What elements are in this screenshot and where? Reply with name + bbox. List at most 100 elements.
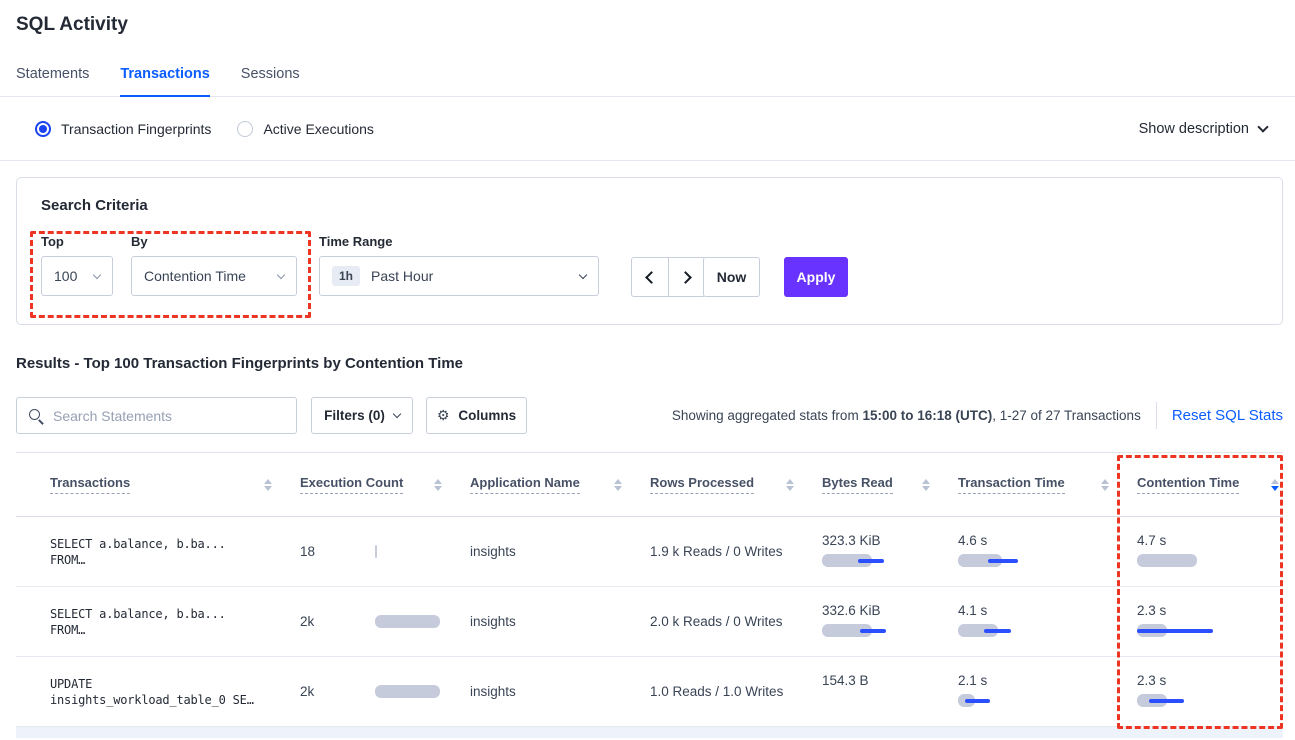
contention-time-bar bbox=[1137, 554, 1217, 567]
radio-icon[interactable] bbox=[237, 120, 254, 137]
sort-icon[interactable] bbox=[1101, 478, 1109, 491]
bytes-read-value: 332.6 KiB bbox=[822, 603, 881, 618]
column-header-label[interactable]: Transactions bbox=[50, 475, 131, 494]
application-name-cell: insights bbox=[470, 517, 650, 586]
view-toggle-group: Transaction Fingerprints Active Executio… bbox=[35, 120, 374, 137]
column-header-label[interactable]: Transaction Time bbox=[958, 475, 1065, 494]
transaction-time-cell: 4.1 s bbox=[958, 587, 1137, 656]
by-select[interactable]: Contention Time bbox=[131, 256, 297, 296]
sort-icon[interactable] bbox=[264, 478, 272, 491]
now-button[interactable]: Now bbox=[703, 257, 760, 297]
results-controls-row: Filters (0) ⚙ Columns Showing aggregated… bbox=[16, 397, 1283, 434]
contention-time-bar bbox=[1137, 624, 1217, 637]
rows-processed-value: 1.0 Reads / 1.0 Writes bbox=[650, 684, 784, 699]
sort-icon[interactable] bbox=[434, 478, 442, 491]
execution-count-bar bbox=[375, 615, 440, 628]
query-line: insights_workload_table_0 SE… bbox=[50, 692, 254, 707]
column-header-label[interactable]: Rows Processed bbox=[650, 475, 755, 494]
table-row: SELECT a.balance, b.ba... FROM… 18 insig… bbox=[16, 517, 1283, 587]
rows-processed-cell: 1.9 k Reads / 0 Writes bbox=[650, 517, 822, 586]
chevron-right-icon bbox=[679, 270, 692, 284]
by-label: By bbox=[131, 234, 148, 249]
application-name-value: insights bbox=[470, 614, 516, 629]
top-select[interactable]: 100 bbox=[41, 256, 113, 296]
radio-transaction-fingerprints[interactable]: Transaction Fingerprints bbox=[35, 120, 211, 137]
query-line: SELECT a.balance, b.ba... bbox=[50, 536, 226, 551]
sort-icon[interactable] bbox=[614, 478, 622, 491]
execution-count-bar bbox=[375, 685, 440, 698]
stats-prefix: Showing aggregated stats from bbox=[671, 408, 863, 423]
show-description-label: Show description bbox=[1138, 120, 1249, 137]
reset-sql-stats-link[interactable]: Reset SQL Stats bbox=[1171, 407, 1283, 424]
column-header-transactions[interactable]: Transactions bbox=[16, 475, 300, 494]
column-header-label[interactable]: Contention Time bbox=[1137, 475, 1240, 494]
tab-sessions[interactable]: Sessions bbox=[240, 66, 300, 82]
chevron-down-icon bbox=[392, 409, 402, 419]
contention-time-cell: 2.3 s bbox=[1137, 587, 1283, 656]
column-header-label[interactable]: Application Name bbox=[470, 475, 580, 494]
rows-processed-cell: 1.0 Reads / 1.0 Writes bbox=[650, 657, 822, 726]
application-name-value: insights bbox=[470, 544, 516, 559]
stats-suffix: , 1-27 of 27 Transactions bbox=[992, 408, 1141, 423]
prev-time-button[interactable] bbox=[631, 257, 669, 297]
execution-count-value: 18 bbox=[300, 544, 316, 559]
transaction-time-value: 4.6 s bbox=[958, 533, 988, 548]
transaction-fingerprint-link[interactable]: SELECT a.balance, b.ba... FROM… bbox=[16, 587, 300, 656]
vertical-divider bbox=[1155, 402, 1157, 429]
tab-statements[interactable]: Statements bbox=[16, 66, 90, 82]
column-header-label[interactable]: Bytes Read bbox=[822, 475, 893, 494]
bytes-read-cell: 332.6 KiB bbox=[822, 587, 958, 656]
column-header-rows-processed[interactable]: Rows Processed bbox=[650, 475, 822, 494]
apply-button[interactable]: Apply bbox=[784, 257, 848, 297]
contention-time-value: 2.3 s bbox=[1137, 673, 1167, 688]
tab-transactions[interactable]: Transactions bbox=[120, 66, 210, 97]
transaction-time-value: 2.1 s bbox=[958, 673, 988, 688]
sort-icon[interactable] bbox=[922, 478, 930, 491]
chevron-down-icon bbox=[92, 270, 102, 279]
time-range-select[interactable]: 1h Past Hour bbox=[319, 256, 599, 296]
column-header-execution-count[interactable]: Execution Count bbox=[300, 475, 470, 494]
filters-button[interactable]: Filters (0) bbox=[311, 397, 413, 434]
radio-label: Active Executions bbox=[263, 120, 374, 137]
column-header-contention-time[interactable]: Contention Time bbox=[1137, 475, 1283, 494]
top-field-group: Top 100 bbox=[41, 234, 113, 296]
query-line: UPDATE bbox=[50, 676, 93, 691]
search-input[interactable] bbox=[53, 407, 285, 424]
column-header-application-name[interactable]: Application Name bbox=[470, 475, 650, 494]
time-range-label: Time Range bbox=[319, 234, 393, 249]
transaction-time-cell: 4.6 s bbox=[958, 517, 1137, 586]
search-box[interactable] bbox=[16, 397, 297, 434]
execution-count-cell: 2k bbox=[300, 587, 470, 656]
column-header-label[interactable]: Execution Count bbox=[300, 475, 404, 494]
execution-count-bar bbox=[375, 545, 440, 558]
show-description-toggle[interactable]: Show description bbox=[1138, 120, 1269, 137]
application-name-cell: insights bbox=[470, 657, 650, 726]
column-header-transaction-time[interactable]: Transaction Time bbox=[958, 475, 1137, 494]
by-select-value: Contention Time bbox=[144, 268, 246, 284]
transaction-fingerprint-link[interactable]: SELECT a.balance, b.ba... FROM… bbox=[16, 517, 300, 586]
column-header-bytes-read[interactable]: Bytes Read bbox=[822, 475, 958, 494]
time-range-badge: 1h bbox=[332, 266, 361, 286]
transaction-time-value: 4.1 s bbox=[958, 603, 988, 618]
time-range-field-group: Time Range 1h Past Hour bbox=[319, 234, 599, 296]
rows-processed-value: 1.9 k Reads / 0 Writes bbox=[650, 544, 783, 559]
next-time-button[interactable] bbox=[668, 257, 706, 297]
table-header-row: Transactions Execution Count Application… bbox=[16, 453, 1283, 517]
bytes-read-value: 323.3 KiB bbox=[822, 533, 881, 548]
application-name-cell: insights bbox=[470, 587, 650, 656]
sort-icon[interactable] bbox=[786, 478, 794, 491]
bytes-read-value: 154.3 B bbox=[822, 673, 869, 688]
columns-button[interactable]: ⚙ Columns bbox=[426, 397, 527, 434]
page-title: SQL Activity bbox=[16, 14, 128, 35]
contention-time-cell: 2.3 s bbox=[1137, 657, 1283, 726]
contention-time-bar bbox=[1137, 694, 1217, 707]
query-line: FROM… bbox=[50, 622, 86, 637]
transaction-time-bar bbox=[958, 694, 1038, 707]
sort-icon[interactable] bbox=[1271, 478, 1279, 491]
filters-label: Filters (0) bbox=[324, 408, 385, 423]
transaction-fingerprint-link[interactable]: UPDATE insights_workload_table_0 SE… bbox=[16, 657, 300, 726]
table-row: UPDATE insights_workload_table_0 SE… 2k … bbox=[16, 657, 1283, 727]
radio-active-executions[interactable]: Active Executions bbox=[237, 120, 374, 137]
radio-icon[interactable] bbox=[35, 120, 51, 137]
bytes-read-bar bbox=[822, 624, 902, 637]
